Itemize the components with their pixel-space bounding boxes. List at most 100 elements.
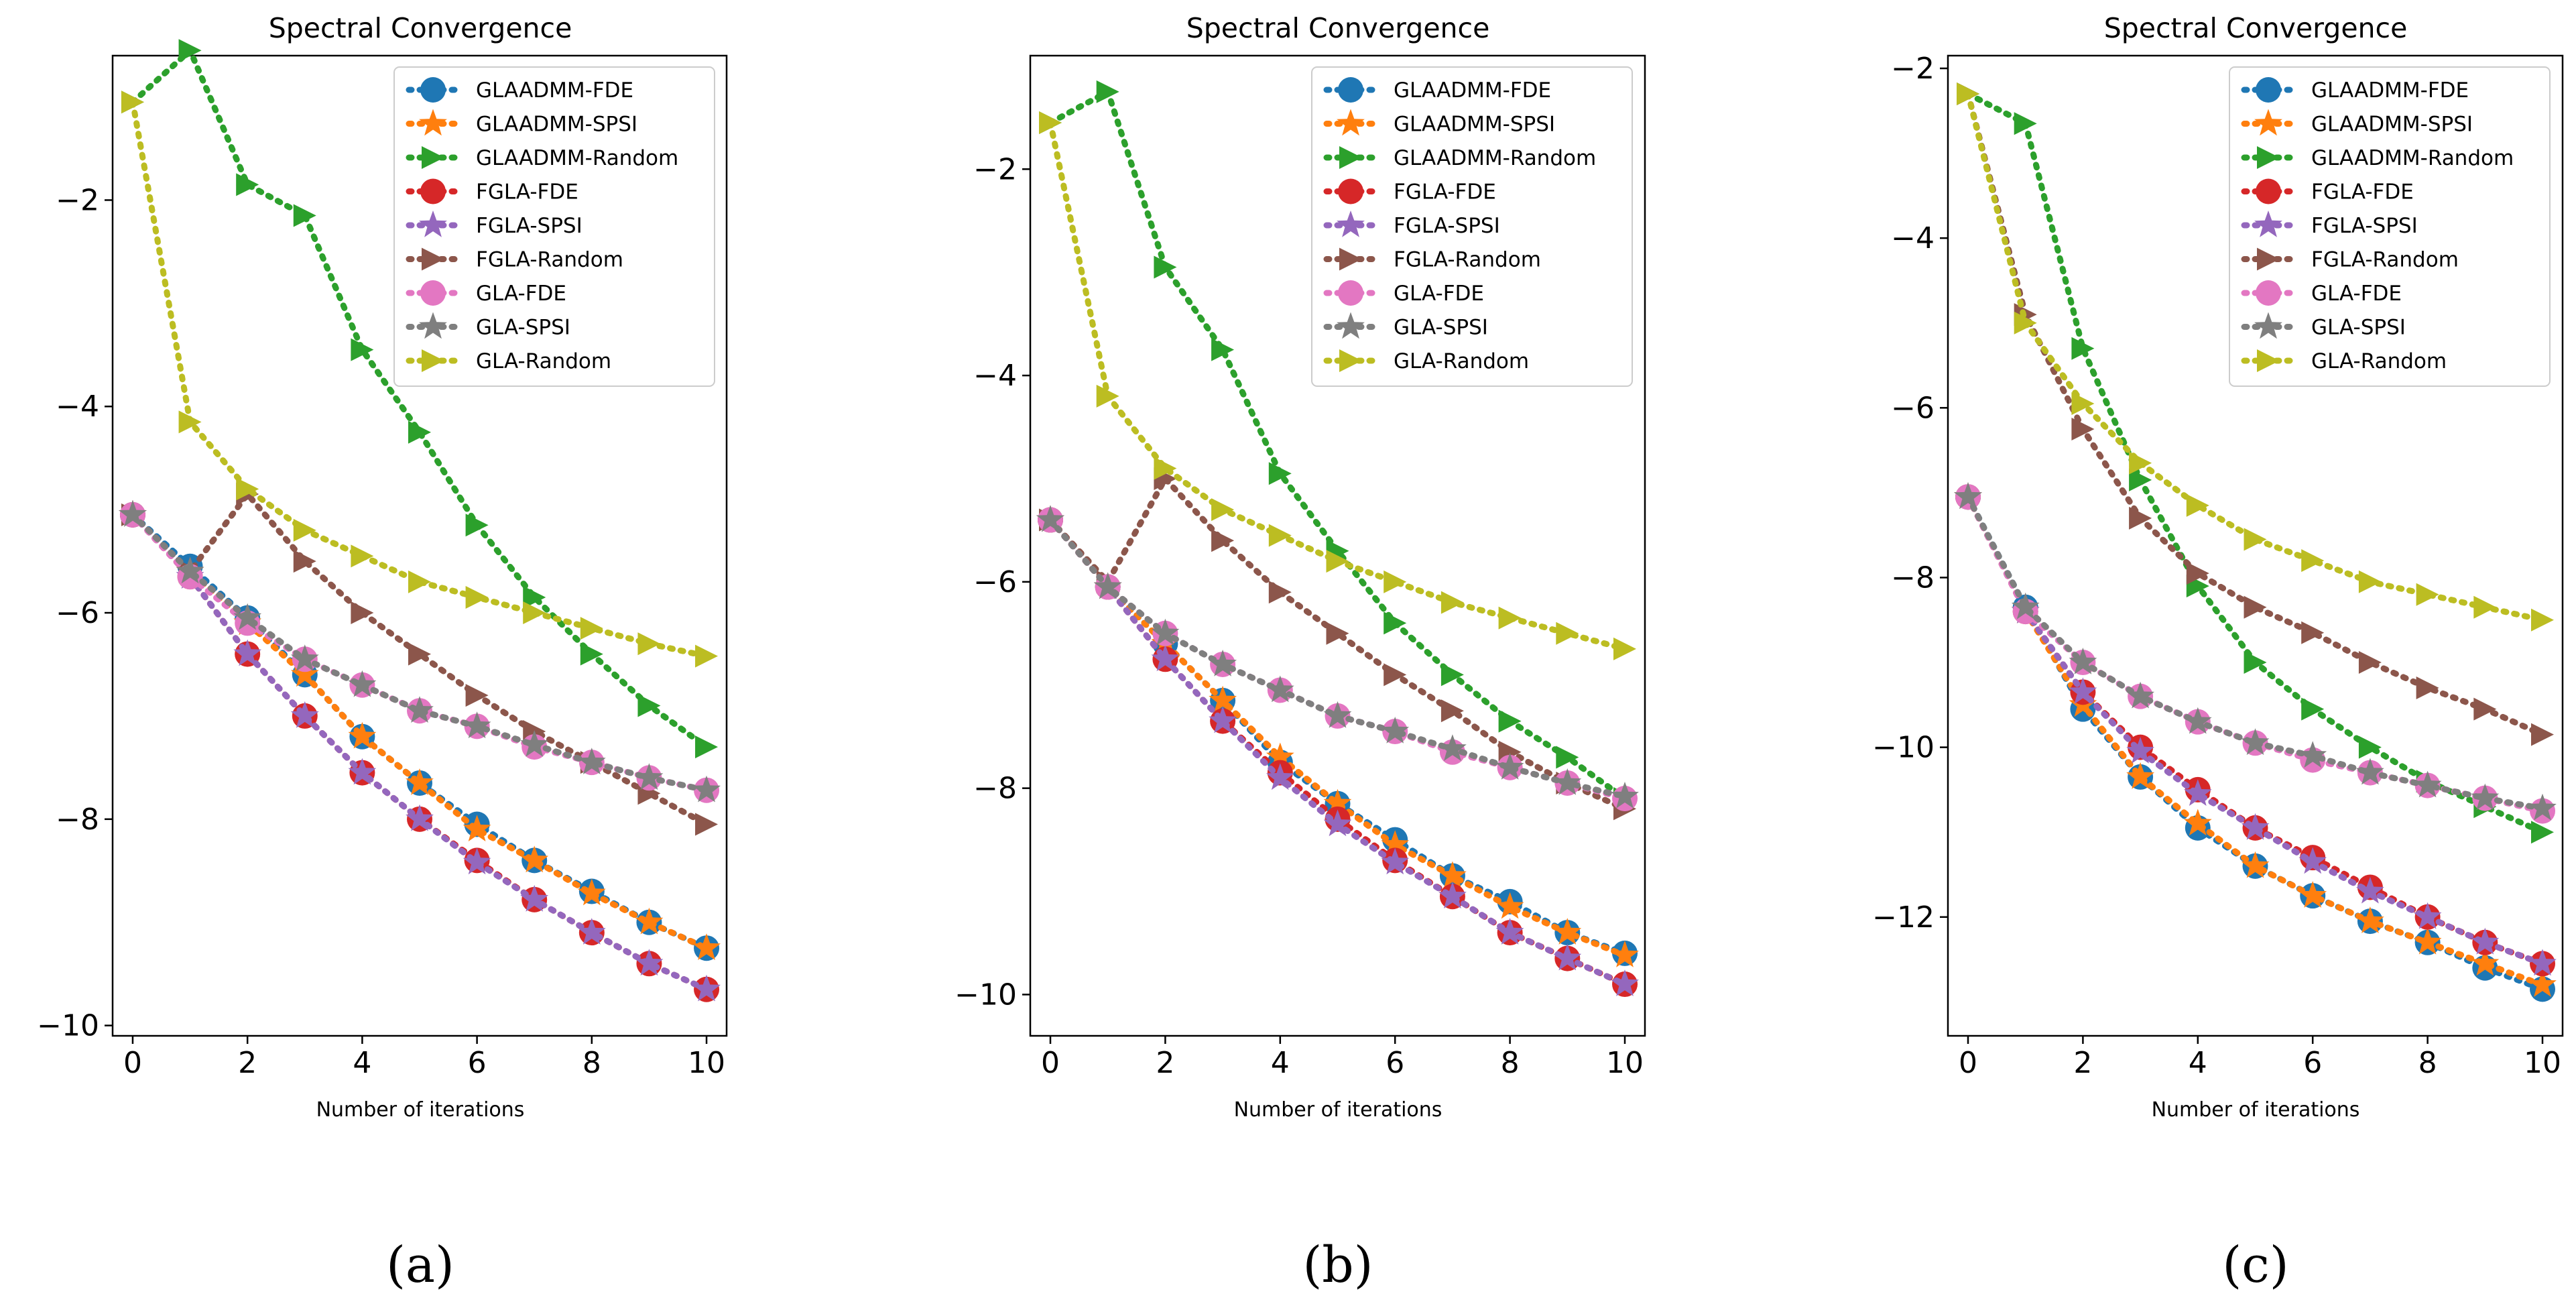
legend-label: GLA-FDE	[2311, 282, 2402, 306]
data-point	[580, 617, 603, 640]
data-point	[1266, 763, 1294, 790]
legend-label: GLAADMM-SPSI	[476, 113, 637, 137]
y-tick-label: −4	[56, 390, 99, 424]
data-point	[1381, 830, 1410, 857]
data-point	[1495, 892, 1524, 919]
data-point	[695, 644, 719, 668]
data-point	[2358, 570, 2382, 593]
data-point	[1381, 717, 1410, 744]
legend-marker	[1339, 247, 1362, 271]
data-point	[463, 815, 491, 841]
data-point	[2241, 813, 2270, 840]
legend-item: GLA-SPSI	[1323, 312, 1488, 340]
data-point	[523, 601, 546, 625]
x-axis-label: Number of iterations	[316, 1098, 525, 1122]
y-tick-label: −6	[1891, 391, 1935, 425]
data-point	[2186, 562, 2209, 585]
data-point	[635, 907, 664, 935]
legend-label: GLA-Random	[476, 349, 611, 373]
data-point	[351, 544, 374, 568]
data-point	[1553, 943, 1582, 971]
legend-item: GLA-Random	[406, 349, 611, 373]
data-point	[1323, 788, 1352, 816]
x-tick-label: 2	[2073, 1046, 2092, 1080]
plot-area-frame	[1029, 54, 1646, 1037]
legend-item: GLAADMM-Random	[2241, 146, 2514, 170]
data-point	[2186, 493, 2209, 517]
data-point	[692, 974, 721, 1002]
legend-label: FGLA-SPSI	[476, 214, 582, 238]
data-point	[2244, 595, 2267, 619]
y-tick-label: −4	[1891, 221, 1935, 255]
data-point	[465, 585, 489, 609]
legend-item: GLA-SPSI	[406, 312, 570, 340]
data-point	[1611, 941, 1639, 967]
data-point	[1440, 699, 1464, 723]
x-tick-label: 0	[1041, 1046, 1060, 1080]
data-point	[348, 758, 377, 785]
x-axis-label: Number of iterations	[1234, 1098, 1443, 1122]
data-point	[1096, 80, 1119, 103]
data-point	[2244, 528, 2267, 551]
data-point	[1268, 581, 1292, 604]
data-point	[2126, 681, 2154, 709]
data-point	[1323, 701, 1352, 728]
y-tick-label: −8	[973, 772, 1017, 806]
data-point	[1326, 550, 1349, 573]
legend-marker	[419, 312, 447, 339]
legend-item: GLAADMM-SPSI	[406, 109, 637, 137]
data-point	[1556, 746, 1579, 769]
series-fgla-spsi	[1954, 482, 2557, 976]
data-point	[2528, 970, 2557, 997]
legend-marker	[2256, 280, 2281, 306]
legend-label: GLAADMM-Random	[1394, 146, 1596, 170]
y-tick-label: −2	[1891, 52, 1935, 86]
legend-marker	[420, 178, 446, 204]
x-tick-label: 0	[1959, 1046, 1977, 1080]
legend-marker	[420, 280, 446, 306]
data-point	[233, 639, 262, 666]
legend-item: GLA-SPSI	[2241, 312, 2406, 340]
data-point	[1553, 768, 1582, 795]
data-point	[580, 642, 603, 666]
x-tick-label: 10	[688, 1046, 725, 1080]
legend-marker	[1337, 211, 1365, 237]
data-point	[2014, 112, 2037, 135]
data-point	[290, 644, 319, 672]
legend-marker	[419, 109, 447, 136]
data-point	[1611, 782, 1639, 809]
data-point	[2358, 735, 2382, 759]
data-point	[1498, 606, 1522, 630]
x-tick-label: 2	[238, 1046, 257, 1080]
data-point	[2356, 906, 2384, 933]
data-point	[692, 775, 721, 803]
data-point	[1154, 255, 1177, 279]
data-point	[2241, 851, 2270, 878]
legend-box	[1311, 66, 1633, 387]
legend-marker	[1337, 312, 1365, 339]
data-point	[1211, 529, 1235, 552]
legend: GLAADMM-FDE GLAADMM-SPSI GLAADMM-Random FGL…	[2229, 66, 2551, 387]
data-point	[2071, 392, 2095, 415]
series-gla-spsi	[119, 499, 721, 803]
data-point	[2014, 311, 2037, 335]
legend-item: FGLA-FDE	[2241, 178, 2414, 204]
data-point	[635, 949, 664, 976]
data-point	[695, 813, 719, 836]
subfigure-caption: (b)	[1302, 1236, 1373, 1294]
data-point	[2244, 651, 2267, 674]
x-tick-label: 4	[1271, 1046, 1290, 1080]
data-point	[1266, 742, 1294, 770]
data-point	[293, 518, 316, 542]
y-tick-label: −2	[56, 183, 99, 217]
data-point	[2298, 881, 2327, 908]
legend-box	[393, 66, 715, 387]
series-line	[1047, 473, 1628, 812]
legend-marker	[2254, 211, 2282, 237]
legend-label: GLA-SPSI	[1394, 316, 1488, 340]
data-point	[2416, 583, 2439, 606]
data-point	[465, 684, 489, 707]
y-tick-label: −2	[973, 152, 1017, 186]
data-point	[406, 768, 434, 795]
